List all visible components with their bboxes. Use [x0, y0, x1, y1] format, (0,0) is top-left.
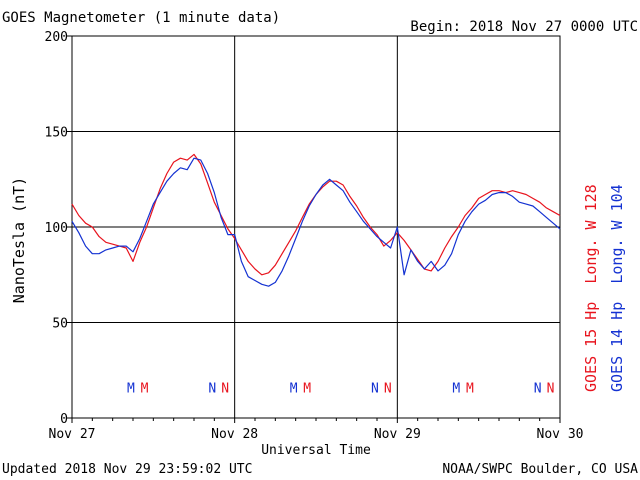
midnight-marker: M: [290, 381, 298, 396]
x-axis-label: Universal Time: [261, 443, 371, 458]
x-tick-label: Nov 28: [211, 427, 258, 442]
chart-title: GOES Magnetometer (1 minute data): [2, 10, 280, 26]
updated-timestamp: Updated 2018 Nov 29 23:59:02 UTC: [2, 462, 252, 477]
y-axis-ticks: 0 50 100 150 200: [45, 30, 72, 427]
y-tick-label: 50: [52, 317, 68, 332]
midnight-marker: M: [452, 381, 460, 396]
midnight-marker: M: [303, 381, 311, 396]
x-axis-ticks: Nov 27 Nov 28 Nov 29 Nov 30: [49, 418, 584, 442]
noon-marker: N: [384, 381, 392, 396]
y-axis-label: NanoTesla (nT): [10, 177, 28, 303]
y-tick-label: 200: [45, 30, 68, 45]
grid-lines: [72, 36, 560, 418]
series-line-goes14: [71, 157, 561, 287]
midnight-marker: M: [141, 381, 149, 396]
y-tick-label: 150: [45, 126, 68, 141]
midnight-marker: M: [466, 381, 474, 396]
y-tick-label: 0: [60, 412, 68, 427]
legend-goes14: GOES 14 Hp Long. W 104: [608, 184, 626, 392]
noon-marker: N: [371, 381, 379, 396]
credit-text: NOAA/SWPC Boulder, CO USA: [442, 462, 638, 477]
begin-time: Begin: 2018 Nov 27 0000 UTC: [410, 19, 638, 35]
noon-marker: N: [547, 381, 555, 396]
noon-marker: N: [534, 381, 542, 396]
x-tick-label: Nov 27: [49, 427, 96, 442]
midnight-marker: M: [127, 381, 135, 396]
y-tick-label: 100: [45, 221, 68, 236]
noon-marker: N: [221, 381, 229, 396]
legend-goes15: GOES 15 Hp Long. W 128: [582, 184, 600, 392]
x-tick-label: Nov 30: [537, 427, 584, 442]
x-tick-label: Nov 29: [374, 427, 421, 442]
series-lines: [71, 153, 561, 287]
series-line-goes15: [71, 153, 561, 276]
noon-marker: N: [208, 381, 216, 396]
